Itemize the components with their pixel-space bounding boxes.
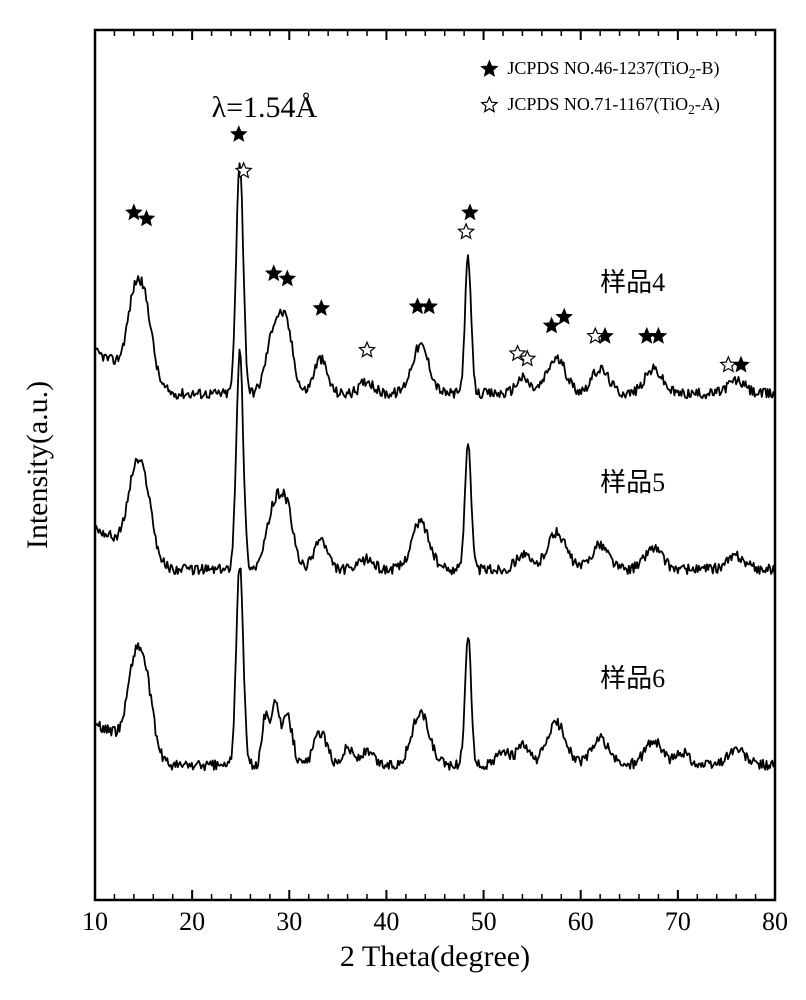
svg-text:λ=1.54Å: λ=1.54Å	[212, 91, 318, 124]
svg-text:30: 30	[276, 907, 302, 936]
svg-text:JCPDS NO.46-1237(TiO2-B): JCPDS NO.46-1237(TiO2-B)	[507, 58, 719, 81]
svg-text:样品5: 样品5	[600, 468, 665, 497]
svg-text:60: 60	[568, 907, 594, 936]
xrd-chart: 10 20 30 40 50 60 70 80 2 Theta(degree) Intensity…	[0, 0, 806, 1000]
svg-text:80: 80	[762, 907, 788, 936]
svg-text:50: 50	[471, 907, 497, 936]
svg-text:10: 10	[82, 907, 108, 936]
svg-text:样品6: 样品6	[600, 664, 665, 693]
svg-text:Intensity(a.u.): Intensity(a.u.)	[21, 381, 54, 549]
svg-text:20: 20	[179, 907, 205, 936]
svg-text:40: 40	[373, 907, 399, 936]
svg-text:2 Theta(degree): 2 Theta(degree)	[340, 940, 530, 973]
svg-text:70: 70	[665, 907, 691, 936]
xrd-chart-container: 10 20 30 40 50 60 70 80 2 Theta(degree) Intensity…	[0, 0, 806, 1000]
svg-text:样品4: 样品4	[600, 268, 665, 297]
svg-text:JCPDS NO.71-1167(TiO2-A): JCPDS NO.71-1167(TiO2-A)	[507, 94, 719, 117]
